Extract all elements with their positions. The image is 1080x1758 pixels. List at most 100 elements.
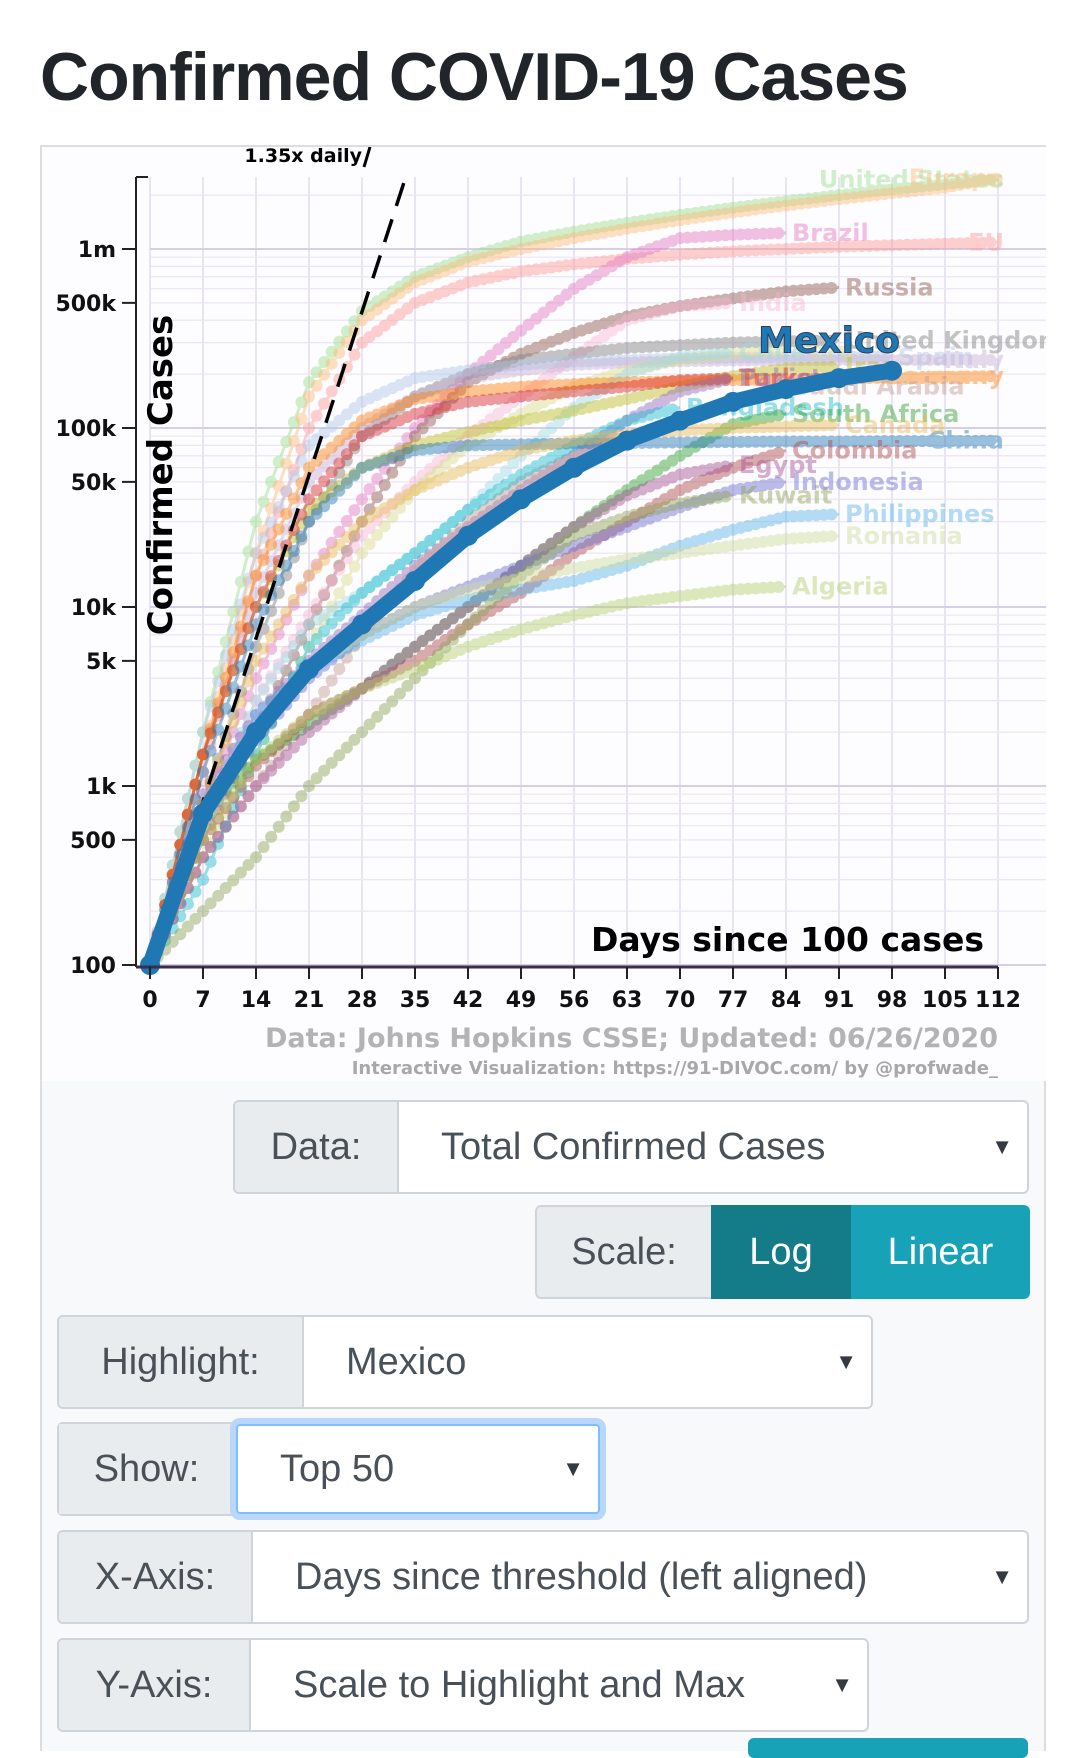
series-point <box>568 232 580 245</box>
series-point <box>477 493 490 506</box>
yaxis-select[interactable]: Scale to Highlight and Max ▼ <box>251 1640 867 1730</box>
series-point <box>280 733 293 746</box>
series-point <box>976 174 989 187</box>
series-point <box>462 425 474 438</box>
series-point <box>598 382 611 395</box>
series-point <box>711 374 724 387</box>
series-point <box>340 602 353 615</box>
data-select[interactable]: Total Confirmed Cases ▼ <box>399 1102 1027 1192</box>
series-point <box>590 434 603 447</box>
series-point <box>431 380 444 393</box>
series-point <box>310 409 323 422</box>
series-point <box>605 396 618 409</box>
series-point <box>590 505 603 518</box>
series-point <box>621 364 633 377</box>
series-point <box>734 416 747 429</box>
series-point <box>454 365 467 378</box>
series-point <box>477 384 490 397</box>
xaxis-select[interactable]: Days since threshold (left aligned) ▼ <box>253 1532 1027 1622</box>
series-point <box>711 351 724 364</box>
series-point <box>757 197 770 210</box>
scale-log-button[interactable]: Log <box>711 1205 851 1299</box>
series-point <box>340 428 353 441</box>
series-point <box>522 380 535 393</box>
series-point <box>658 216 671 229</box>
series-point <box>545 387 558 400</box>
scale-linear-button[interactable]: Linear <box>851 1205 1030 1299</box>
series-point <box>250 547 262 560</box>
series-point <box>204 696 217 709</box>
series-label: United Kingdom <box>845 327 1046 355</box>
series-point <box>204 727 217 740</box>
series-point <box>333 414 346 427</box>
series-point <box>681 248 694 261</box>
series-point <box>598 398 611 411</box>
series-point <box>409 439 421 452</box>
series-point <box>923 183 936 196</box>
series-point <box>250 515 262 528</box>
series-point <box>658 352 671 365</box>
highlight-select[interactable]: Mexico ▼ <box>304 1317 871 1407</box>
series-point <box>492 242 505 255</box>
series-point <box>749 354 762 367</box>
series-point <box>681 352 694 365</box>
series-point <box>810 361 823 374</box>
series-point <box>568 401 580 414</box>
series-point <box>560 356 573 369</box>
series-point <box>583 377 596 390</box>
series-point <box>719 336 732 349</box>
series-point <box>916 184 929 197</box>
series-point <box>401 375 414 388</box>
series-point <box>318 426 331 439</box>
partial-button[interactable] <box>748 1738 1028 1758</box>
series-point <box>545 408 558 421</box>
series-point <box>923 353 936 366</box>
series-point <box>446 516 459 529</box>
series-point <box>916 238 929 251</box>
series-point <box>212 702 225 715</box>
series-point <box>287 435 300 448</box>
series-point <box>878 188 891 201</box>
scale-label: Scale: <box>535 1205 711 1299</box>
series-point <box>545 357 558 370</box>
show-select[interactable]: Top 50 ▼ <box>230 1418 606 1520</box>
series-point <box>507 565 520 578</box>
series-point <box>227 802 240 815</box>
series-point <box>939 181 951 194</box>
series-point <box>477 273 490 286</box>
series-point <box>727 292 739 305</box>
series-point <box>454 445 467 458</box>
series-point <box>333 445 346 458</box>
series-point <box>946 353 959 366</box>
series-point <box>908 371 921 384</box>
series-point <box>855 190 868 203</box>
series-point <box>939 370 951 383</box>
series-label: Spain <box>898 343 974 371</box>
series-point <box>310 633 323 646</box>
series-point <box>348 442 361 455</box>
series-point <box>598 255 611 268</box>
series-point <box>416 437 429 450</box>
series-point <box>371 325 384 338</box>
series-point <box>817 334 830 347</box>
series-point <box>749 336 762 349</box>
series-point <box>378 664 391 677</box>
series-point <box>371 455 384 468</box>
series-point <box>719 207 732 220</box>
series-point <box>840 435 853 448</box>
series-point <box>477 369 490 382</box>
series-point <box>219 685 232 698</box>
series-point <box>250 640 262 653</box>
series-point <box>401 442 414 455</box>
series-point <box>674 339 686 352</box>
series-point <box>424 435 437 448</box>
series-point <box>689 355 702 368</box>
series-point <box>310 507 323 520</box>
series-point <box>212 821 225 834</box>
series-point <box>507 391 520 404</box>
series-point <box>310 697 323 710</box>
series-point <box>552 356 565 369</box>
series-point <box>197 873 209 886</box>
series-point <box>931 435 944 448</box>
series-point <box>575 515 588 528</box>
